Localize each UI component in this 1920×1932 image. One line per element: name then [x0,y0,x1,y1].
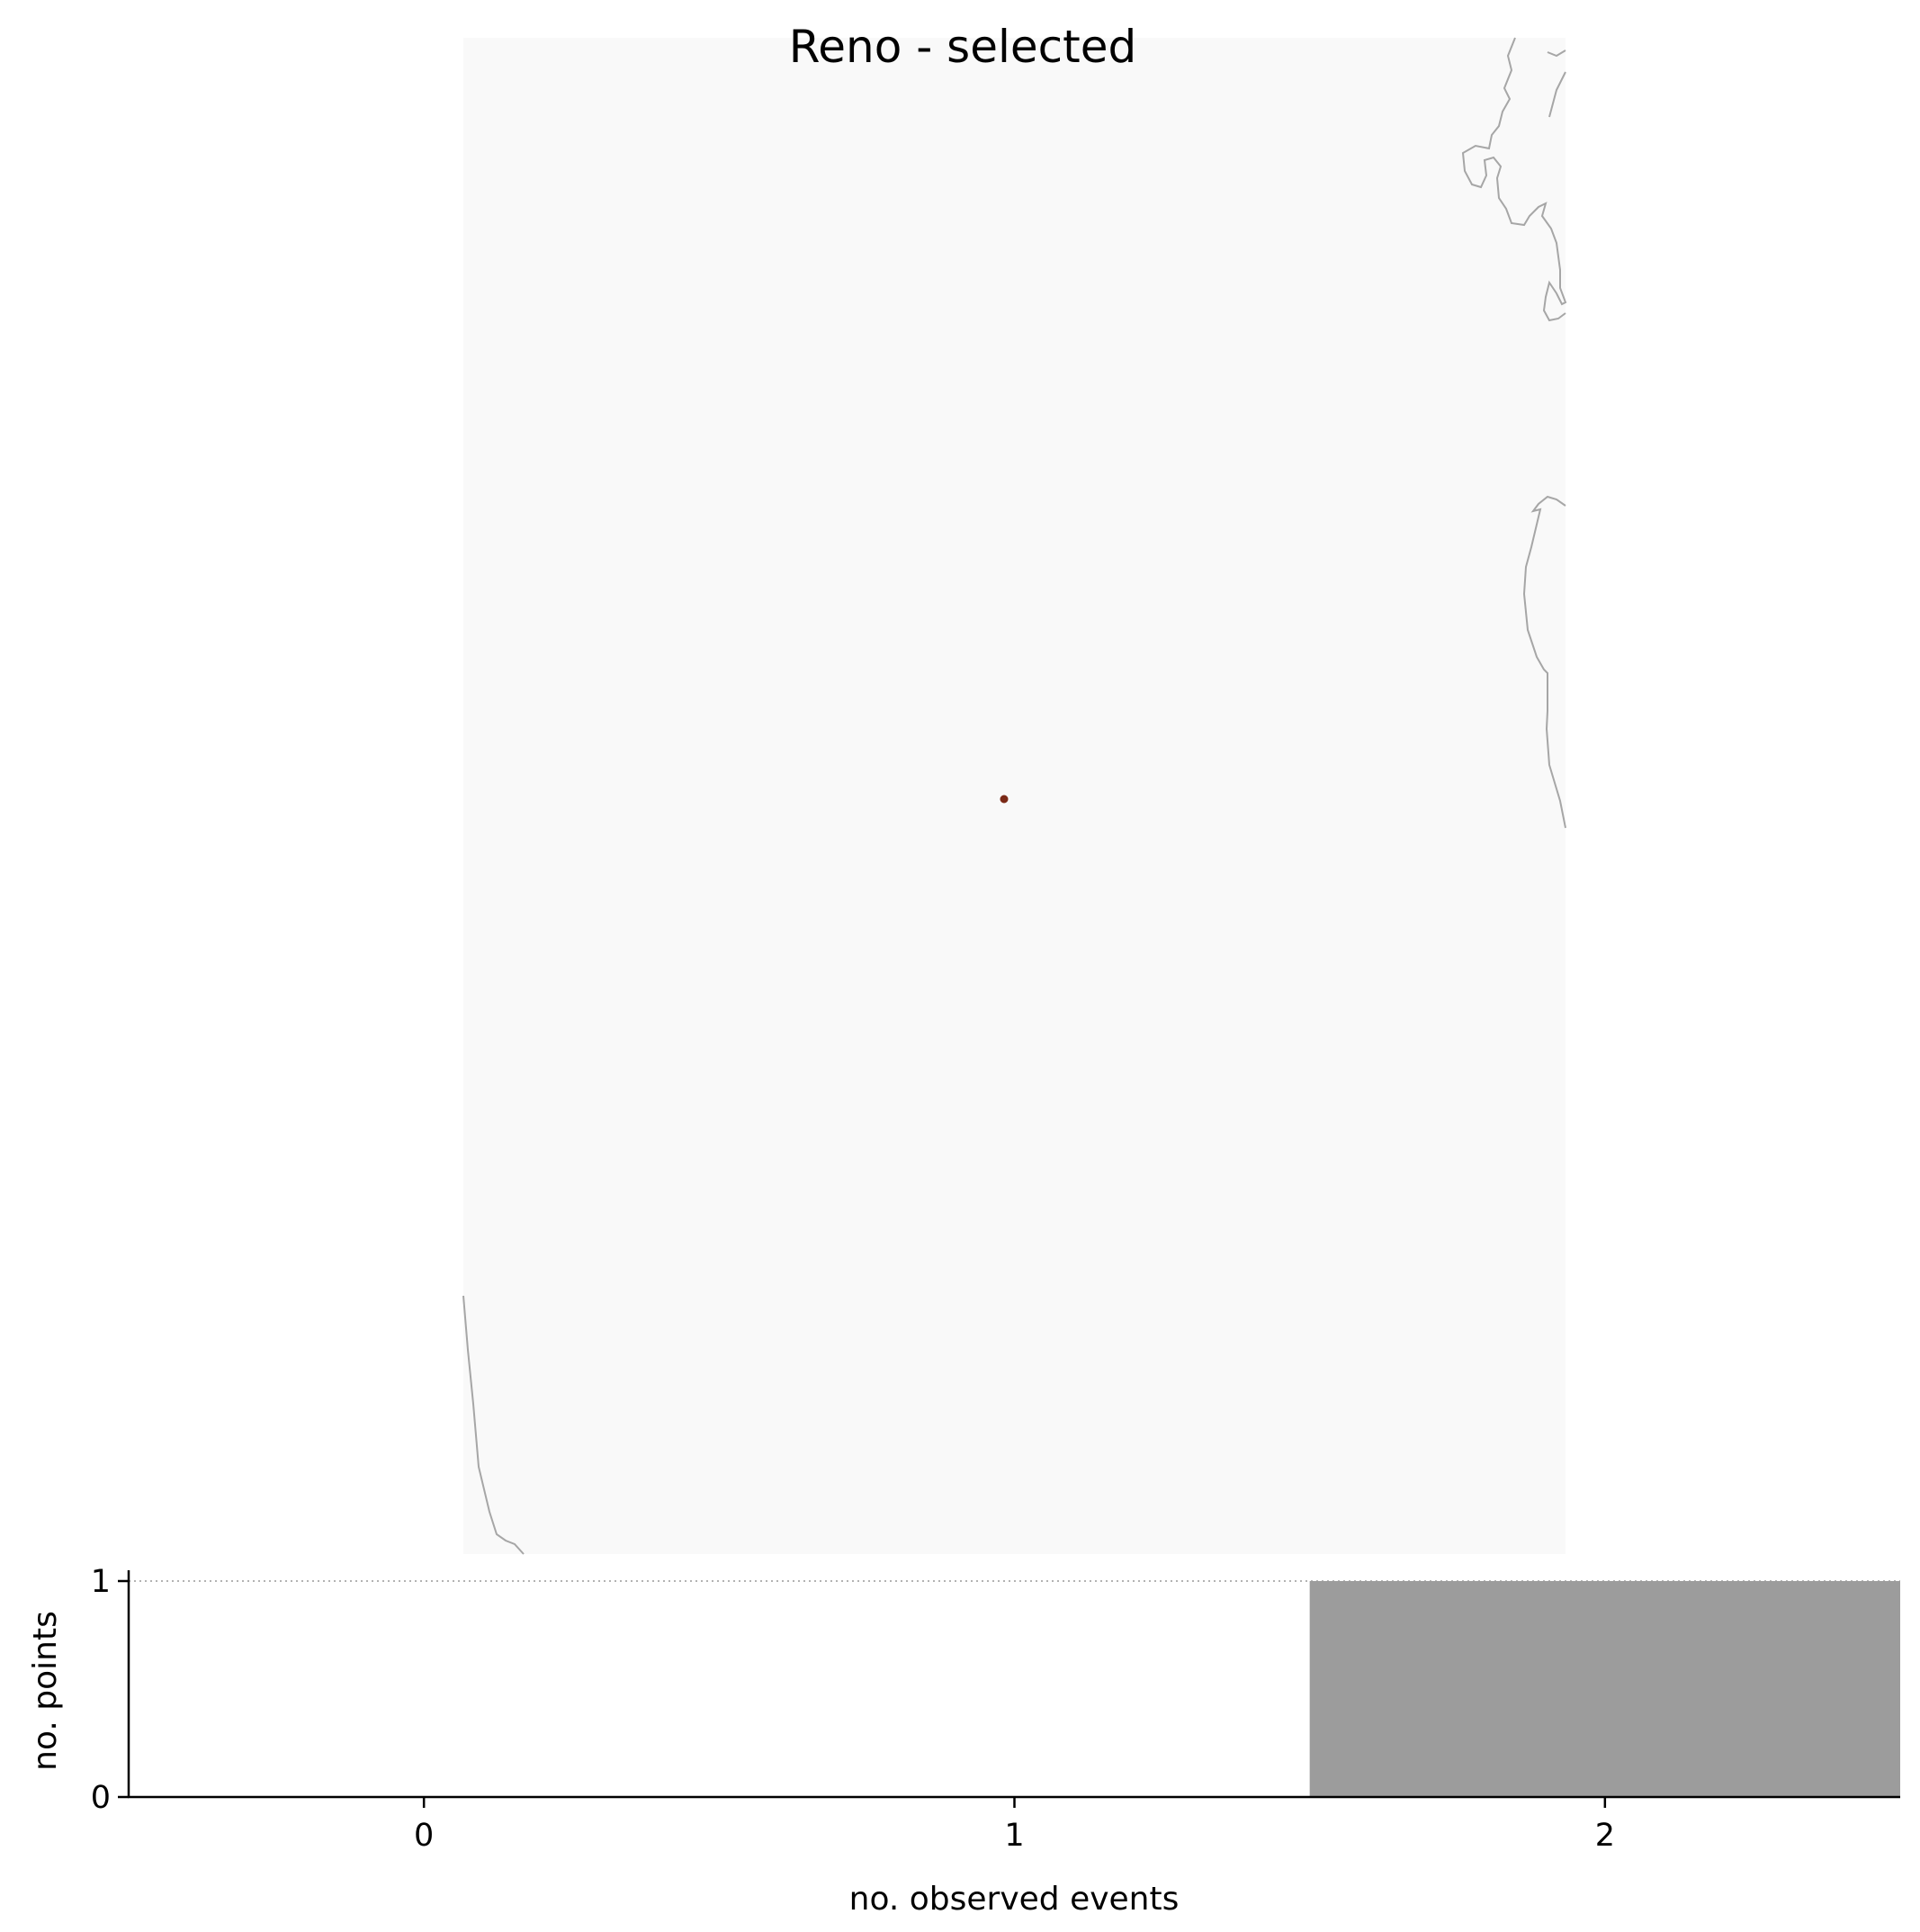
y-axis-label: no. points [27,1611,64,1771]
y-tick-label: 1 [91,1564,111,1600]
coastline-middle [1522,495,1566,829]
y-ticks-group: 01 [91,1564,129,1816]
selected-location-point [1000,795,1009,804]
coastline-north-islet [1547,49,1566,118]
map-water [1566,38,1920,1554]
map-land [463,38,1566,1554]
bars-group [1309,1581,1900,1797]
x-axis-label: no. observed events [849,1881,1180,1918]
bar-2 [1309,1581,1900,1797]
x-tick-label: 0 [414,1818,434,1854]
map-title: Reno - selected [789,21,1136,73]
x-ticks-group: 0 1 2 [414,1797,1615,1854]
x-tick-label: 2 [1595,1818,1615,1854]
y-tick-label: 0 [91,1780,111,1816]
x-tick-label: 1 [1004,1818,1024,1854]
coastline-south [462,1295,525,1555]
coastline-north [1461,37,1567,322]
map-panel: Reno - selected [462,21,1920,1555]
